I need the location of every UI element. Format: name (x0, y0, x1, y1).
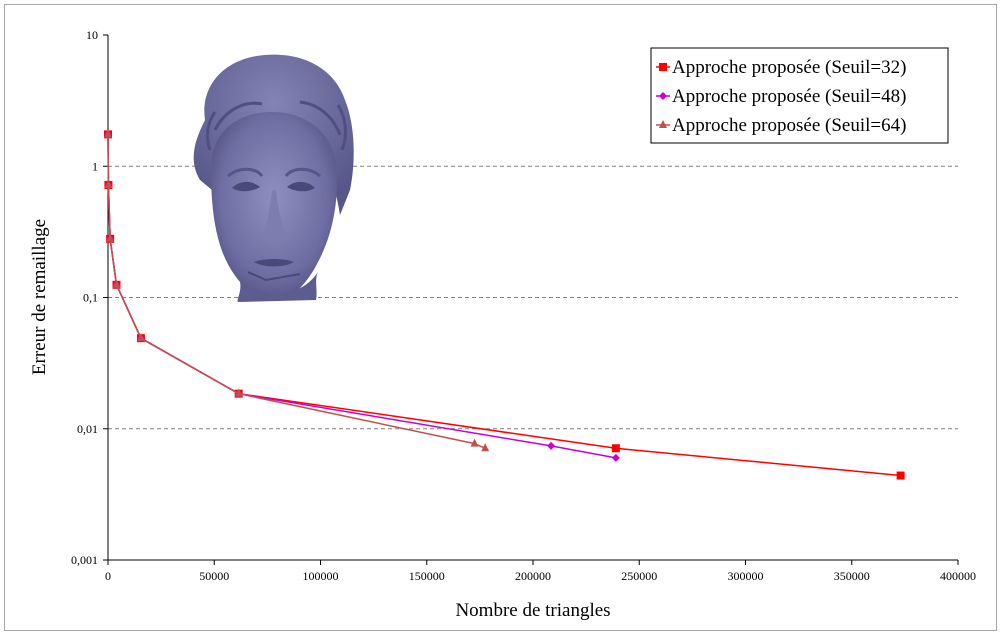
data-point (234, 388, 243, 397)
head-right-eye (287, 181, 315, 192)
x-tick-label: 250000 (621, 569, 657, 583)
head-mouth (254, 259, 294, 267)
legend-label: Approche proposée (Seuil=32) (672, 57, 906, 78)
y-tick-label: 0,01 (77, 422, 98, 436)
legend: Approche proposée (Seuil=32) Approche pro… (650, 47, 949, 144)
data-point (896, 471, 905, 480)
head-crack (247, 271, 301, 282)
data-point (481, 443, 490, 452)
x-axis-label: Nombre de triangles (455, 600, 610, 621)
data-point (104, 179, 113, 188)
head-hair-strands (206, 100, 347, 151)
series-line (107, 134, 617, 459)
legend-entry: Approche proposée (Seuil=32) (656, 57, 906, 78)
x-tick-label: 0 (105, 569, 111, 583)
y-tick-label: 0,1 (83, 291, 98, 305)
data-point (136, 333, 145, 342)
data-point (106, 233, 115, 242)
data-point (547, 441, 556, 450)
legend-entry: Approche proposée (Seuil=48) (656, 86, 906, 107)
data-point (470, 438, 479, 447)
legend-label: Approche proposée (Seuil=48) (672, 86, 906, 107)
y-tick-label: 10 (86, 28, 98, 42)
x-tick-label: 300000 (728, 569, 764, 583)
y-axis-ticks: 0,001 0,01 0,1 1 10 (71, 28, 108, 567)
x-tick-label: 50000 (199, 569, 229, 583)
x-tick-label: 200000 (515, 569, 551, 583)
y-tick-label: 1 (92, 159, 98, 173)
data-point (659, 92, 667, 100)
head-hair (193, 54, 354, 215)
series-group (104, 129, 905, 480)
y-tick-label: 0,001 (71, 553, 98, 567)
head-neck (237, 272, 318, 302)
x-tick-label: 350000 (834, 569, 870, 583)
legend-label: Approche proposée (Seuil=64) (672, 115, 906, 136)
data-point (104, 129, 112, 138)
x-tick-label: 100000 (303, 569, 339, 583)
y-axis-label: Erreur de remaillage (29, 219, 50, 375)
head-nose (262, 190, 288, 243)
head-mesh-illustration (193, 54, 354, 302)
x-tick-label: 150000 (409, 569, 445, 583)
x-axis-ticks: 0 50000 100000 150000 200000 250000 300000 3500… (105, 560, 976, 583)
head-brows (227, 167, 321, 178)
data-point (611, 444, 620, 453)
data-point (112, 279, 121, 288)
legend-entry: Approche proposée (Seuil=64) (656, 115, 906, 136)
series-line (107, 134, 486, 449)
data-point (659, 63, 667, 71)
series-3 (104, 129, 490, 452)
x-tick-label: 400000 (940, 569, 976, 583)
legend-box (650, 47, 949, 144)
head-left-eye (232, 181, 260, 192)
data-point (659, 120, 667, 128)
data-point (611, 453, 620, 462)
